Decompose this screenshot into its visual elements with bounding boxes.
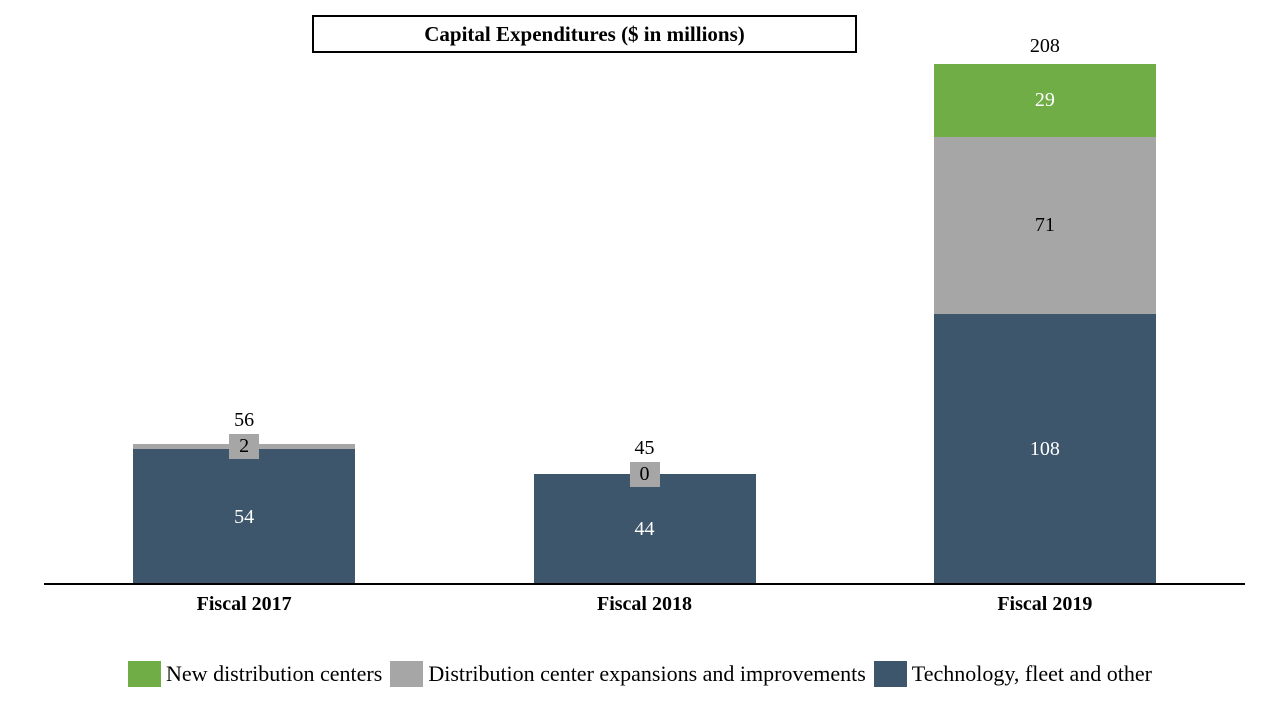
- bar-segment: [933, 136, 1156, 314]
- bar-segment-value-box: 2: [229, 434, 260, 459]
- legend-label: Distribution center expansions and impro…: [428, 661, 866, 686]
- bar-segment-value: 29: [1034, 89, 1055, 112]
- x-axis-category-label: Fiscal 2019: [997, 593, 1093, 615]
- bar-segment: [533, 474, 756, 584]
- chart-title: Capital Expenditures ($ in millions): [312, 15, 857, 53]
- x-axis-category-label: Fiscal 2018: [597, 593, 692, 615]
- legend-item: Technology, fleet and other: [873, 661, 1152, 687]
- legend-item: New distribution centers: [128, 661, 382, 687]
- bar-total-label: 208: [1029, 35, 1060, 57]
- legend-swatch: [390, 661, 424, 687]
- legend: New distribution centers Distribution cen…: [0, 659, 1280, 689]
- legend-label: New distribution centers: [166, 661, 383, 686]
- bar-segment-value-box: 0: [629, 461, 660, 487]
- legend-item: Distribution center expansions and impro…: [390, 661, 866, 687]
- bar-total-label: 56: [234, 409, 255, 431]
- bar-segment: [133, 449, 356, 584]
- x-axis-line: [44, 583, 1245, 585]
- bar-segment: [933, 64, 1156, 137]
- x-axis-category-label: Fiscal 2017: [196, 593, 292, 615]
- bar-segment-value: 44: [634, 518, 655, 540]
- bar-segment-value: 54: [234, 505, 255, 528]
- legend-swatch: [873, 661, 907, 687]
- legend-swatch: [128, 661, 162, 687]
- legend-label: Technology, fleet and other: [911, 661, 1152, 686]
- bar-segment-value: 108: [1029, 438, 1060, 460]
- bar-segment: [933, 314, 1156, 584]
- bar-total-label: 45: [634, 436, 655, 459]
- bar-segment-value: 71: [1034, 214, 1055, 237]
